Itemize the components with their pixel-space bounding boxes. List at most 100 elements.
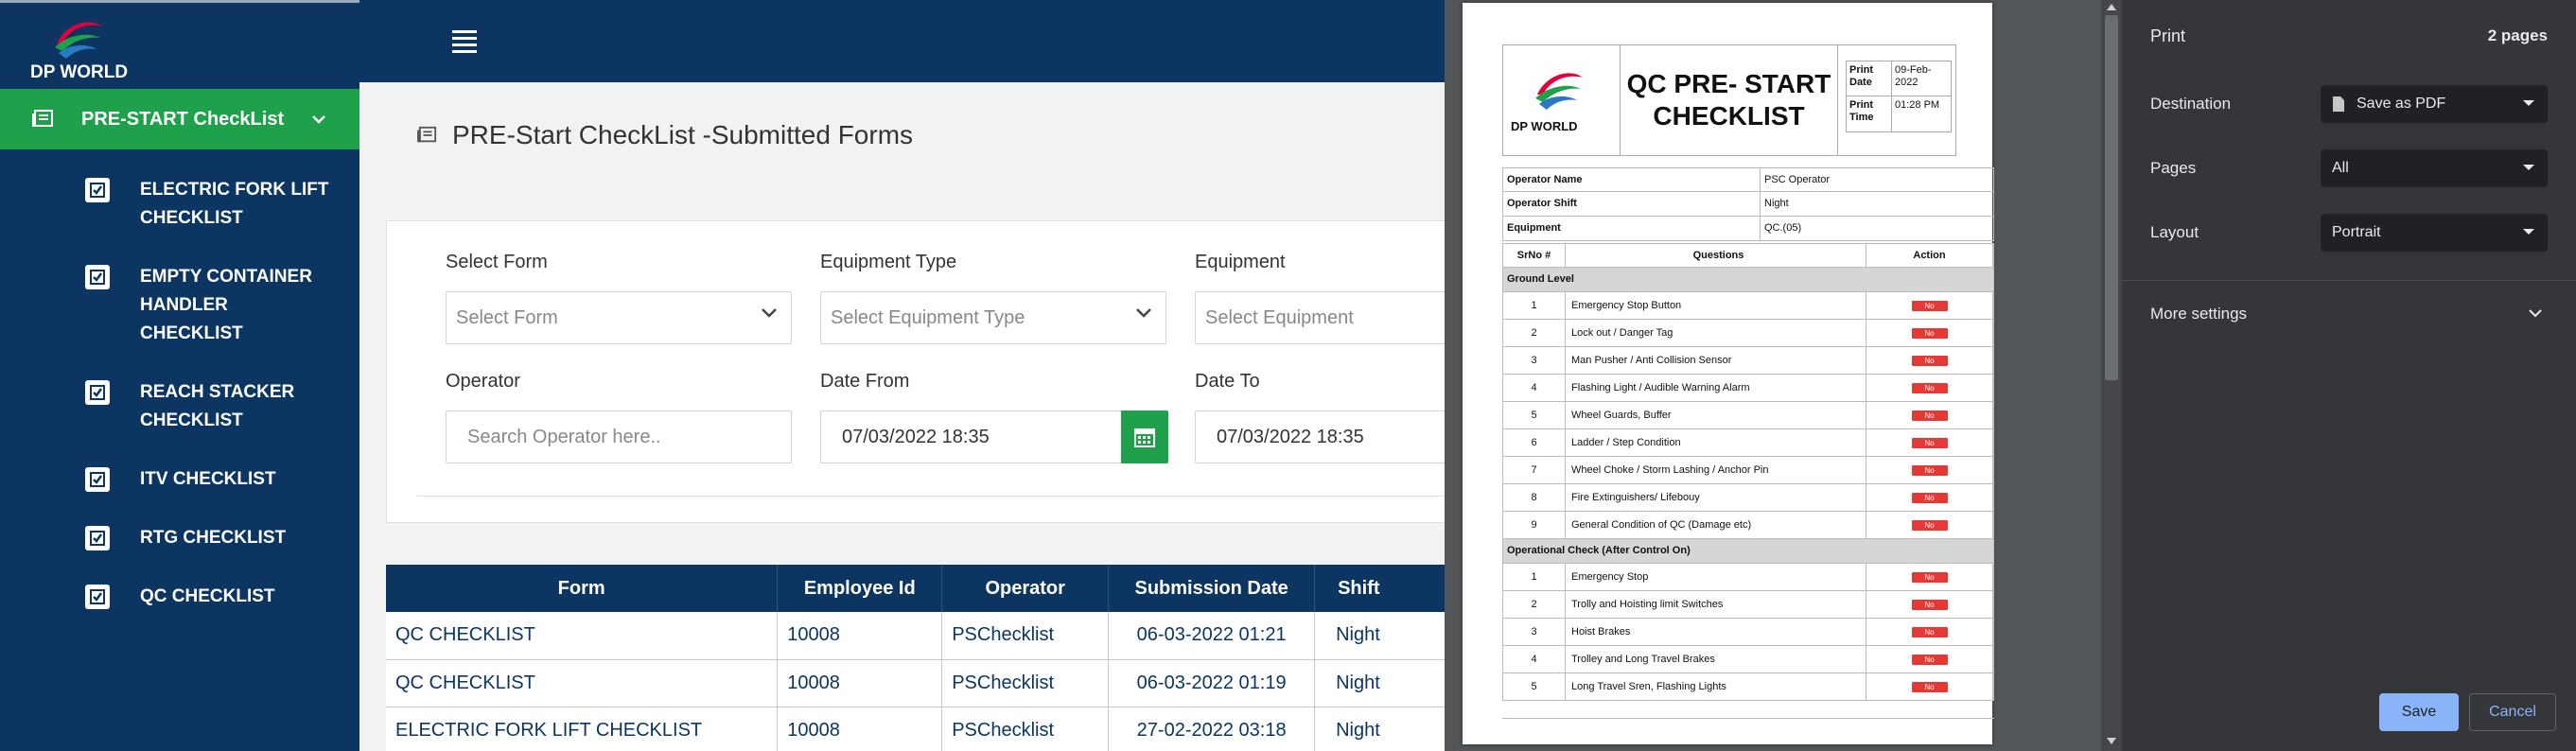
no-badge: No bbox=[1911, 519, 1948, 531]
no-badge: No bbox=[1911, 464, 1948, 476]
operator-search-input[interactable]: Search Operator here.. bbox=[446, 410, 792, 463]
table-row[interactable]: ELECTRIC FORK LIFT CHECKLIST 10008 PSChe… bbox=[386, 707, 1445, 751]
srno-cell: 7 bbox=[1503, 457, 1566, 483]
action-cell: No bbox=[1866, 347, 1993, 374]
info-value: Night bbox=[1764, 198, 1789, 209]
logo-text: DP WORLD bbox=[1511, 119, 1578, 133]
question-cell: Man Pusher / Anti Collision Sensor bbox=[1566, 347, 1866, 374]
action-cell: No bbox=[1866, 619, 1993, 645]
scroll-up-arrow-icon[interactable] bbox=[2107, 4, 2116, 10]
question-row: 5 Wheel Guards, Buffer No bbox=[1502, 402, 1994, 429]
logo-text: DP WORLD bbox=[30, 62, 129, 82]
date-from-input[interactable]: 07/03/2022 18:35 bbox=[820, 410, 1123, 463]
more-settings-toggle[interactable]: More settings bbox=[2150, 305, 2248, 323]
questions-table: SrNo # Questions Action Ground Level 1 Eme… bbox=[1502, 243, 1994, 701]
top-divider bbox=[0, 0, 359, 3]
srno-cell: 5 bbox=[1503, 673, 1566, 700]
action-cell: No bbox=[1866, 457, 1993, 483]
dp-world-logo-icon bbox=[1535, 73, 1583, 110]
no-badge: No bbox=[1911, 382, 1948, 393]
cell-form: QC CHECKLIST bbox=[386, 612, 779, 660]
sidebar-item-electric-fork-lift[interactable]: ELECTRIC FORK LIFT CHECKLIST bbox=[85, 176, 350, 233]
srno-cell: 4 bbox=[1503, 375, 1566, 401]
divider bbox=[1502, 718, 1994, 719]
question-cell: Hoist Brakes bbox=[1566, 619, 1866, 645]
scroll-thumb[interactable] bbox=[2105, 15, 2118, 380]
preview-scrollbar[interactable] bbox=[2101, 0, 2122, 751]
equipment-dropdown[interactable]: Select Equipment bbox=[1195, 291, 1445, 344]
no-badge: No bbox=[1911, 492, 1948, 503]
question-cell: Trolley and Long Travel Brakes bbox=[1566, 646, 1866, 672]
cell-shift: Night bbox=[1314, 707, 1445, 751]
select-form-dropdown[interactable]: Select Form bbox=[446, 291, 792, 344]
hamburger-menu-icon[interactable] bbox=[452, 30, 477, 53]
checkbox-icon bbox=[85, 467, 110, 492]
question-cell: Ladder / Step Condition bbox=[1566, 429, 1866, 456]
cell-employee-id: 10008 bbox=[777, 612, 943, 660]
column-header-shift[interactable]: Shift bbox=[1314, 565, 1445, 612]
table-row[interactable]: QC CHECKLIST 10008 PSChecklist 06-03-202… bbox=[386, 659, 1445, 707]
cell-employee-id: 10008 bbox=[777, 707, 943, 751]
cell-form: ELECTRIC FORK LIFT CHECKLIST bbox=[386, 707, 779, 751]
action-cell: No bbox=[1866, 402, 1993, 428]
checkbox-icon bbox=[85, 585, 110, 609]
question-row: 5 Long Travel Sren, Flashing Lights No bbox=[1502, 673, 1994, 701]
layout-select[interactable]: Portrait bbox=[2321, 214, 2548, 252]
column-header-form[interactable]: Form bbox=[386, 565, 779, 612]
sidebar-item-label: RTG CHECKLIST bbox=[140, 528, 287, 548]
question-cell: General Condition of QC (Damage etc) bbox=[1566, 512, 1866, 538]
srno-cell: 5 bbox=[1503, 402, 1566, 428]
action-cell: No bbox=[1866, 591, 1993, 618]
main-content: PRE-Start CheckList -Submitted Forms Sel… bbox=[359, 82, 1445, 751]
save-button[interactable]: Save bbox=[2379, 693, 2459, 731]
chevron-down-icon[interactable] bbox=[2529, 303, 2542, 323]
cell-submission-date: 06-03-2022 01:19 bbox=[1108, 659, 1316, 707]
calendar-icon bbox=[1134, 428, 1155, 447]
calendar-button[interactable] bbox=[1121, 410, 1168, 463]
table-row[interactable]: QC CHECKLIST 10008 PSChecklist 06-03-202… bbox=[386, 612, 1445, 660]
sidebar-item-label: REACH STACKER CHECKLIST bbox=[140, 382, 295, 430]
destination-label: Destination bbox=[2150, 95, 2232, 113]
cell-submission-date: 06-03-2022 01:21 bbox=[1108, 612, 1316, 660]
destination-select[interactable]: Save as PDF bbox=[2321, 85, 2548, 123]
sidebar-item-reach-stacker[interactable]: REACH STACKER CHECKLIST bbox=[85, 378, 350, 435]
srno-cell: 8 bbox=[1503, 484, 1566, 511]
sidebar-item-empty-container-handler[interactable]: EMPTY CONTAINER HANDLER CHECKLIST bbox=[85, 263, 350, 348]
cancel-button[interactable]: Cancel bbox=[2469, 693, 2556, 731]
sidebar-item-qc[interactable]: QC CHECKLIST bbox=[85, 583, 350, 611]
equipment-type-dropdown[interactable]: Select Equipment Type bbox=[820, 291, 1166, 344]
srno-cell: 3 bbox=[1503, 347, 1566, 374]
sidebar-item-itv[interactable]: ITV CHECKLIST bbox=[85, 465, 350, 494]
question-row: 4 Flashing Light / Audible Warning Alarm N… bbox=[1502, 375, 1994, 402]
questions-header-row: SrNo # Questions Action bbox=[1502, 243, 1994, 268]
form-icon bbox=[30, 108, 57, 131]
scroll-down-arrow-icon[interactable] bbox=[2107, 738, 2116, 744]
sidebar-item-pre-start-checklist[interactable]: PRE-START CheckList bbox=[0, 89, 359, 149]
preview-page: DP WORLD QC PRE- START CHECKLIST Print Da… bbox=[1463, 3, 1994, 744]
print-title: Print bbox=[2150, 26, 2186, 45]
top-bar bbox=[359, 0, 1445, 82]
web-app: DP WORLD PRE-START CheckList ELECTRIC FO… bbox=[0, 0, 1445, 751]
question-cell: Emergency Stop bbox=[1566, 564, 1866, 590]
column-header-operator[interactable]: Operator bbox=[941, 565, 1110, 612]
sidebar-item-rtg[interactable]: RTG CHECKLIST bbox=[85, 524, 350, 552]
date-to-input[interactable]: 07/03/2022 18:35 bbox=[1195, 410, 1445, 463]
question-cell: Wheel Choke / Storm Lashing / Anchor Pin bbox=[1566, 457, 1866, 483]
dropdown-arrow-icon bbox=[2523, 165, 2534, 170]
dp-world-logo[interactable]: DP WORLD bbox=[28, 11, 151, 83]
question-row: 4 Trolley and Long Travel Brakes No bbox=[1502, 646, 1994, 673]
page-count: 2 pages bbox=[2487, 26, 2548, 44]
column-header-submission-date[interactable]: Submission Date bbox=[1108, 565, 1316, 612]
question-row: 6 Ladder / Step Condition No bbox=[1502, 429, 1994, 457]
sidebar-item-label: EMPTY CONTAINER HANDLER CHECKLIST bbox=[140, 267, 312, 343]
pages-select[interactable]: All bbox=[2321, 149, 2548, 187]
select-form-label: Select Form bbox=[446, 252, 548, 272]
chevron-down-icon bbox=[1136, 308, 1151, 318]
equipment-type-label: Equipment Type bbox=[820, 252, 957, 272]
page-title-text: PRE-Start CheckList -Submitted Forms bbox=[452, 120, 914, 149]
column-header-employee-id[interactable]: Employee Id bbox=[777, 565, 943, 612]
question-row: 3 Hoist Brakes No bbox=[1502, 619, 1994, 646]
operator-info-table: Operator Name PSC Operator Operator Shift… bbox=[1502, 167, 1994, 241]
print-settings-panel: Print 2 pages Destination Save as PDF Pa… bbox=[2122, 0, 2576, 751]
action-cell: No bbox=[1866, 292, 1993, 319]
